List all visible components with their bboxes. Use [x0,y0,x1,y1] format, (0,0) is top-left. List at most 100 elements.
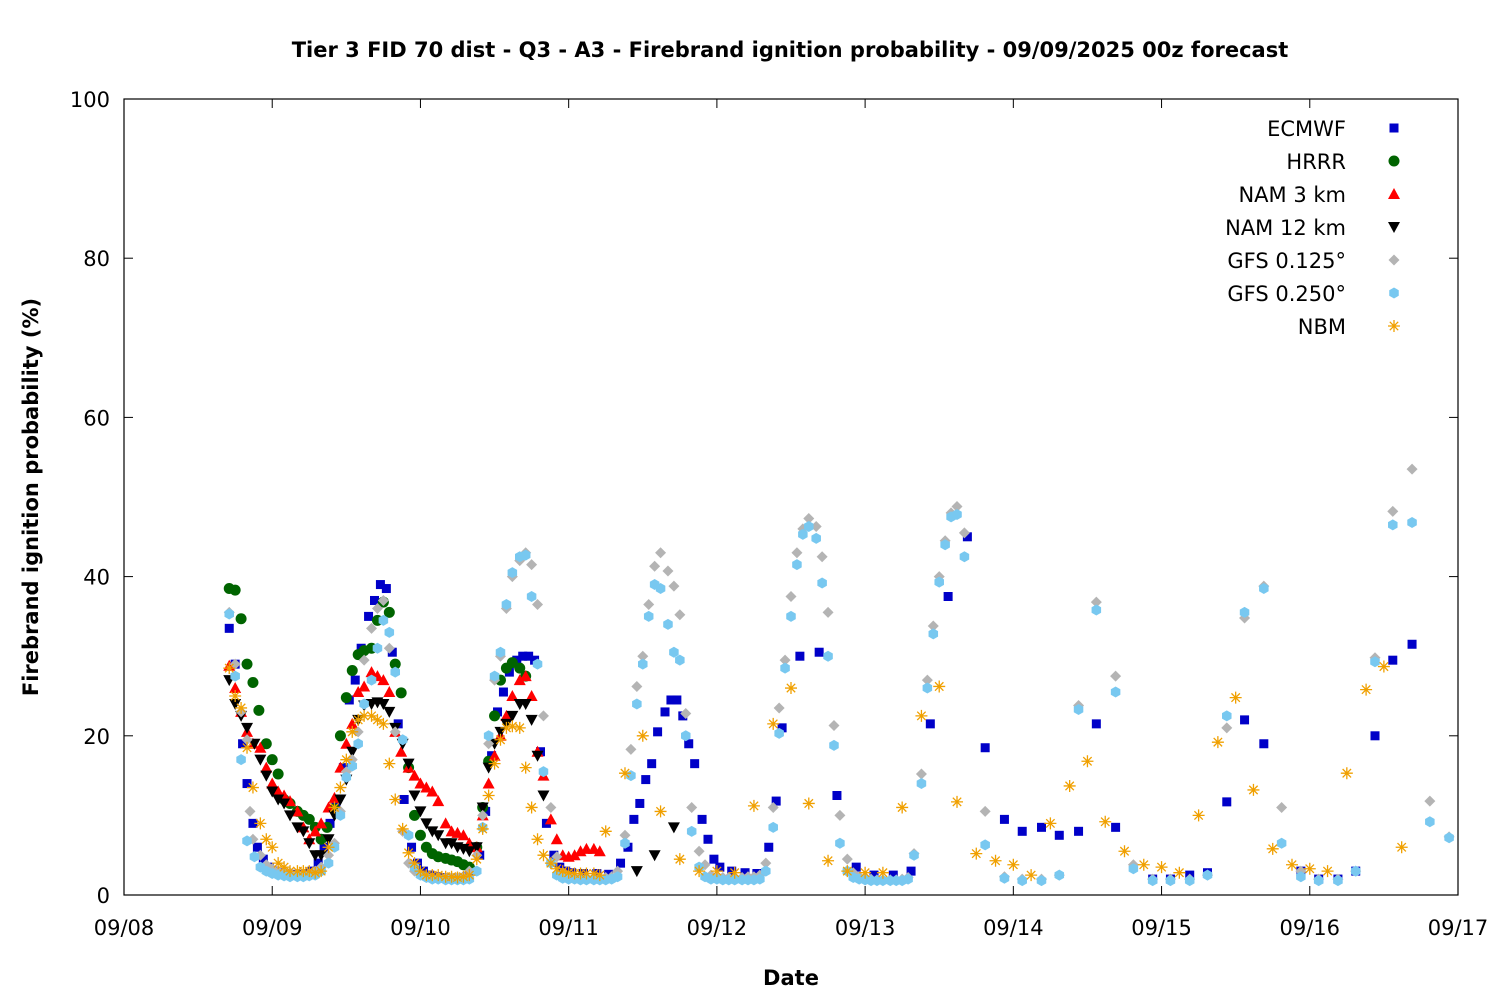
data-point [1091,604,1102,616]
data-point [494,726,507,738]
data-point [556,865,569,878]
data-point [513,721,526,734]
legend-label: NBM [1298,315,1346,339]
data-point [346,746,359,758]
data-point [928,628,939,640]
data-point [457,829,470,841]
legend: ECMWF HRRR NAM 3 km NAM 12 km GFS 0.125° GFS … [1225,117,1400,339]
data-point [272,794,285,806]
data-point [498,687,508,697]
data-point [1370,731,1380,741]
data-point [488,757,501,770]
data-point [952,509,962,521]
data-point [1444,832,1454,844]
data-point [389,658,401,670]
data-point [229,698,242,710]
legend-label: HRRR [1286,150,1346,174]
data-point [684,739,694,749]
data-point [663,618,673,630]
data-point [519,761,532,774]
data-point [525,690,538,701]
data-point [476,802,489,814]
data-point [334,781,347,794]
data-point [371,602,383,614]
data-point [472,865,482,877]
data-point [303,865,316,878]
data-point [389,793,402,806]
data-point [315,850,328,862]
data-point [1147,875,1158,887]
legend-marker [1389,287,1399,299]
data-point [241,722,254,734]
series-gfs-0-250 [224,509,1454,887]
data-point [341,771,352,783]
x-tick-label: 09/12 [687,916,748,940]
data-point [470,853,483,866]
data-point [494,733,507,746]
data-point [643,610,654,622]
data-point [1259,739,1269,749]
data-point [829,739,839,751]
data-point [962,532,972,542]
data-point [506,690,519,701]
data-point [483,730,494,742]
data-point [747,799,760,812]
data-point [822,606,834,618]
data-point [727,866,737,876]
data-point [488,749,501,761]
data-point [616,858,626,868]
data-point [828,719,840,731]
data-point [764,842,774,852]
series-gfs-0-125 [223,463,1455,886]
data-point [647,759,657,769]
data-point [266,777,279,789]
data-point [896,801,909,814]
data-point [482,789,495,802]
data-point [1222,710,1232,722]
data-point [538,766,549,778]
data-point [322,841,335,854]
data-point [377,717,390,730]
data-point [779,654,791,666]
data-point [980,743,990,753]
data-point [951,501,963,513]
data-point [432,830,445,842]
y-tick-label: 20 [83,725,110,749]
data-point [223,662,236,675]
legend-label: ECMWF [1267,117,1346,141]
data-point [537,849,550,862]
data-point [501,598,512,610]
series-nbm [223,660,1408,884]
data-point [414,865,427,878]
data-point [229,690,242,702]
data-point [915,768,927,780]
data-point [238,739,248,749]
data-point [662,565,674,577]
data-point [229,658,241,670]
data-point [399,794,409,804]
data-point [802,797,815,810]
data-point [703,834,713,844]
data-point [672,695,682,705]
data-point [334,730,346,742]
data-point [625,743,637,755]
data-point [667,822,680,834]
data-point [915,709,928,722]
data-point [395,745,408,757]
data-point [878,875,888,887]
data-point [909,849,919,861]
data-point [623,842,633,852]
y-tick-label: 100 [70,88,110,112]
x-axis: 09/08 09/09 09/10 09/11 09/12 09/13 09/14 09/15… [94,99,1488,940]
data-point [832,791,842,800]
x-tick-label: 09/13 [835,916,896,940]
legend-label: GFS 0.250° [1227,282,1346,306]
x-tick-label: 09/08 [94,916,155,940]
data-point [352,686,365,698]
data-point [1239,606,1250,618]
data-point [358,680,371,692]
data-point [1360,683,1373,696]
data-point [903,873,913,885]
data-point [346,665,358,677]
data-point [402,758,415,770]
